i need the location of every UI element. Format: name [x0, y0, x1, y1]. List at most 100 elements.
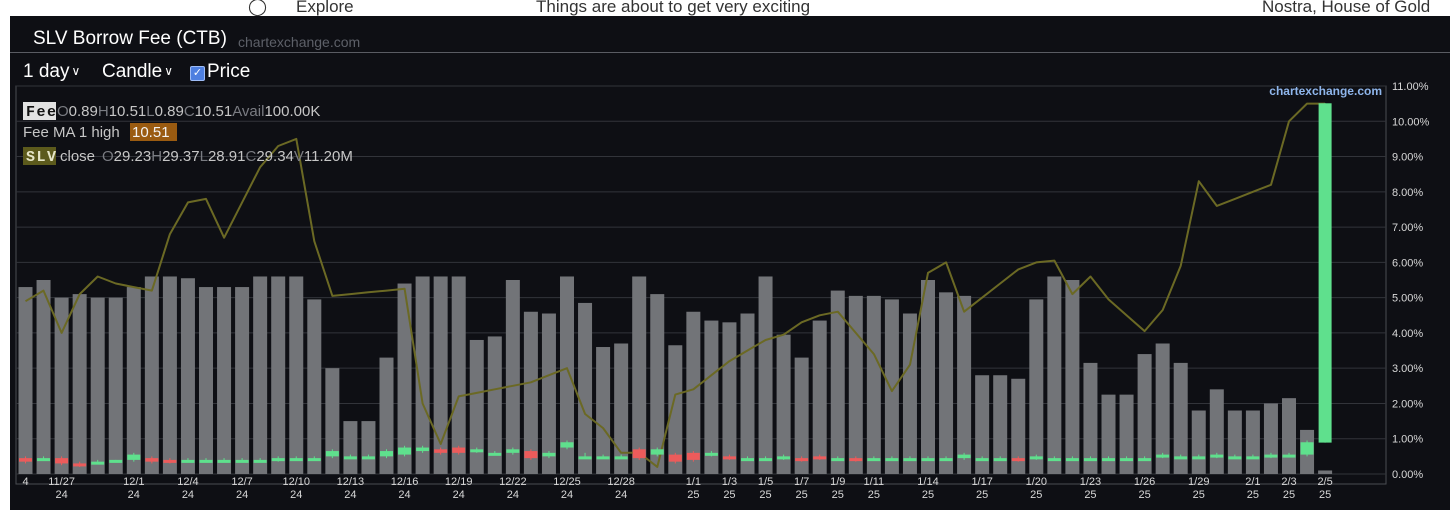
fee-candle [632, 449, 646, 459]
background-page-strip: ◯ Explore Things are about to get very e… [0, 0, 1456, 16]
avail-bar [1263, 403, 1278, 474]
avail-bar [848, 295, 863, 474]
x-tick-year: 24 [290, 489, 302, 501]
avail-bar [957, 295, 972, 474]
legend-value: 10.51 [195, 103, 233, 120]
fee-candle [795, 458, 809, 462]
fee-legend-tag-bg [23, 102, 56, 120]
avail-bar [668, 345, 683, 474]
x-tick-label: 2/5 [1317, 476, 1332, 488]
avail-bar [993, 375, 1008, 474]
fee-candle [271, 458, 285, 462]
fee-legend-values: O0.89H10.51L0.89C10.51Avail100.00K [57, 103, 320, 120]
x-tick-year: 25 [868, 489, 880, 501]
avail-bar [199, 287, 213, 474]
x-tick-label: 12/4 [177, 476, 198, 488]
slv-legend-values: O29.23H29.37L28.91C29.34V11.20M [102, 148, 353, 165]
legend-key: C [246, 148, 257, 165]
fee-candle [614, 456, 628, 460]
y-tick-label: 1.00% [1392, 434, 1423, 446]
fee-ma-value: 10.51 [132, 124, 170, 141]
fee-candle [741, 458, 754, 462]
legend-key: L [200, 148, 208, 165]
watermark: chartexchange.com [1269, 84, 1382, 98]
y-tick-label: 7.00% [1392, 222, 1423, 234]
x-tick-year: 25 [1319, 489, 1331, 501]
channel-name: Nostra, House of Gold [1262, 0, 1431, 16]
x-tick-label: 4 [22, 476, 28, 488]
avail-bar [1209, 389, 1224, 474]
avail-bar [253, 276, 268, 474]
borrow-fee-chart[interactable]: 0.00% 1.00% 2.00% 3.00% 4.00% 5.00% 6.00% 7.00%… [10, 16, 1450, 510]
x-tick-label: 12/22 [499, 476, 527, 488]
avail-bar [108, 297, 123, 474]
fee-candle [1318, 103, 1332, 443]
slv-legend-tag-bg [23, 147, 56, 165]
x-tick-label: 1/9 [830, 476, 845, 488]
avail-bar [235, 287, 250, 474]
avail-bar [650, 294, 665, 474]
fee-candle [849, 458, 863, 462]
y-tick-label: 9.00% [1392, 152, 1423, 164]
fee-candle [542, 452, 556, 457]
fee-candle [1029, 456, 1043, 460]
avail-bar [451, 276, 466, 474]
x-tick-year: 24 [507, 489, 519, 501]
x-tick-year: 24 [615, 489, 627, 501]
avail-bar [433, 276, 448, 474]
chevron-down-icon: ∨ [164, 64, 174, 78]
x-tick-year: 25 [976, 489, 988, 501]
fee-candle [1282, 454, 1296, 458]
avail-bar [1083, 362, 1098, 474]
chart-style-dropdown[interactable]: Candle ∨ [102, 61, 173, 83]
x-tick-label: 2/3 [1281, 476, 1296, 488]
avail-bar [1047, 276, 1062, 474]
avail-bar [379, 357, 394, 474]
fee-candle [957, 454, 971, 459]
x-tick-label: 1/23 [1080, 476, 1101, 488]
fee-candle [253, 459, 267, 463]
fee-candle [380, 451, 393, 457]
legend-value: 29.23 [114, 148, 152, 165]
avail-bar [505, 280, 520, 474]
x-tick-year: 24 [561, 489, 573, 501]
x-tick-label: 1/5 [758, 476, 773, 488]
interval-dropdown[interactable]: 1 day ∨ [23, 61, 80, 83]
x-tick-year: 25 [687, 489, 699, 501]
y-tick-label: 2.00% [1392, 398, 1423, 410]
price-toggle[interactable]: ✓ Price [190, 61, 250, 83]
fee-candle [993, 458, 1007, 462]
chart-style-label: Candle [102, 61, 163, 82]
x-tick-label: 11/27 [48, 476, 75, 488]
fee-candle [1174, 456, 1188, 460]
fee-candle [470, 449, 484, 453]
avail-bar [72, 294, 87, 474]
avail-bar [307, 299, 322, 474]
fee-candle [921, 458, 935, 462]
fee-candle [578, 456, 592, 460]
checkbox-checked-icon[interactable]: ✓ [190, 66, 205, 81]
fee-candle [1210, 454, 1224, 458]
avail-bar [1282, 398, 1296, 474]
fee-candle [1011, 458, 1025, 462]
avail-bar [126, 287, 141, 474]
avail-bar [36, 280, 51, 474]
x-tick-label: 12/10 [282, 476, 310, 488]
avail-bar [1119, 394, 1134, 474]
fee-candle [903, 458, 917, 462]
fee-legend-tag: Fee [26, 104, 58, 121]
avail-bar [144, 276, 159, 474]
x-tick-year: 24 [55, 489, 67, 501]
x-tick-year: 25 [1138, 489, 1150, 501]
fee-candle [1083, 458, 1097, 462]
avail-bar [921, 280, 935, 474]
x-tick-label: 1/14 [917, 476, 938, 488]
slv-price-line [24, 102, 1326, 468]
site-label: chartexchange.com [238, 34, 361, 50]
fee-candle [307, 458, 321, 462]
x-tick-year: 25 [723, 489, 735, 501]
x-tick-year: 25 [796, 489, 808, 501]
avail-bar [632, 276, 647, 474]
fee-candle [19, 458, 32, 462]
fee-candle [488, 452, 502, 456]
